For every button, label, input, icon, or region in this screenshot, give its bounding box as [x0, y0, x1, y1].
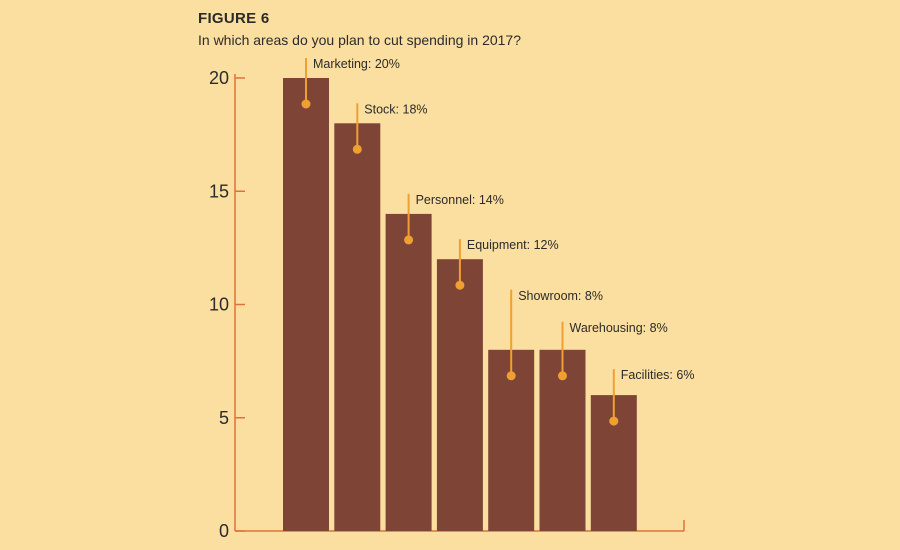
y-tick-label: 20	[209, 68, 229, 88]
data-label-showroom: Showroom: 8%	[518, 289, 603, 303]
data-labels: Marketing: 20% Stock: 18% Personnel: 14% Eq…	[313, 57, 694, 382]
data-label-markers	[301, 58, 619, 426]
callout-marker-warehousing	[558, 371, 567, 381]
callout-marker-personnel	[404, 235, 414, 245]
callout-marker-showroom	[506, 371, 516, 381]
y-tick-label: 15	[209, 181, 229, 201]
callout-marker-equipment	[455, 280, 465, 290]
y-tick-label: 10	[209, 295, 229, 315]
data-label-equipment: Equipment: 12%	[467, 238, 559, 252]
bars	[283, 78, 637, 532]
data-label-facilities: Facilities: 6%	[621, 368, 695, 382]
y-tick-label: 5	[219, 408, 229, 428]
data-label-personnel: Personnel: 14%	[416, 193, 504, 207]
bar-stock	[334, 123, 381, 532]
callout-marker-stock	[352, 144, 362, 154]
data-label-warehousing: Warehousing: 8%	[570, 321, 668, 335]
bar-marketing	[283, 78, 329, 531]
figure-label: FIGURE 6	[198, 10, 270, 27]
bar-equipment	[436, 259, 483, 531]
y-tick-label: 0	[219, 521, 229, 541]
data-label-marketing: Marketing: 20%	[313, 57, 400, 71]
callout-marker-marketing	[301, 99, 311, 109]
chart-title: In which areas do you plan to cut spendi…	[198, 32, 522, 48]
callout-marker-facilities	[609, 416, 619, 426]
bar-personnel	[385, 213, 432, 531]
data-label-stock: Stock: 18%	[364, 102, 427, 116]
